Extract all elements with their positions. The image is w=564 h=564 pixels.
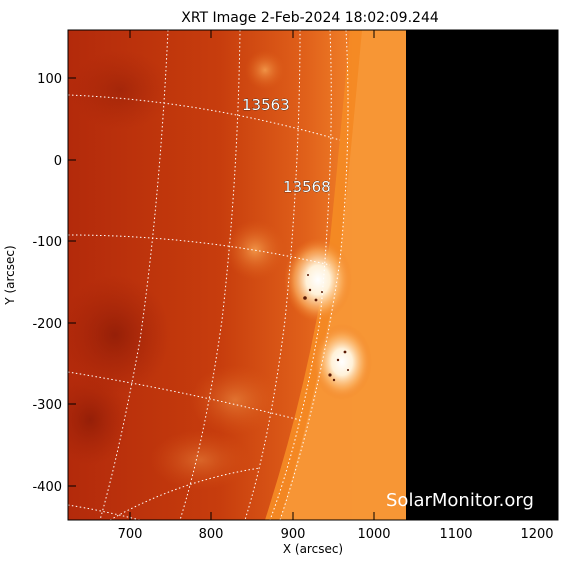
y-tick-label: -300 <box>32 398 62 413</box>
plot-frame <box>67 29 559 521</box>
x-axis-label: X (arcsec) <box>283 542 343 556</box>
x-axis-ticks <box>129 30 538 520</box>
y-tick-label: 0 <box>54 154 62 169</box>
y-tick-label: 100 <box>37 72 62 87</box>
y-tick-label: -100 <box>32 235 62 250</box>
x-tick-label: 1000 <box>357 527 390 542</box>
y-axis-label: Y (arcsec) <box>3 245 17 305</box>
x-tick-label: 800 <box>199 527 224 542</box>
dark-patch <box>68 375 130 465</box>
active-region-label: 13563 <box>242 96 290 114</box>
dark-patch <box>70 50 170 130</box>
active-region-bright-core <box>312 324 372 400</box>
x-tick-label: 1100 <box>439 527 472 542</box>
bright-loop <box>245 50 285 90</box>
y-axis-ticks <box>68 77 558 487</box>
active-region-bright-core <box>284 238 352 322</box>
y-tick-label: -400 <box>32 480 62 495</box>
active-region-label: 13568 <box>283 178 331 196</box>
x-tick-label: 1200 <box>520 527 553 542</box>
bright-loop <box>150 430 250 490</box>
x-tick-label: 700 <box>118 527 143 542</box>
y-tick-label: -200 <box>32 317 62 332</box>
dark-patch <box>68 275 170 395</box>
plot-title: XRT Image 2-Feb-2024 18:02:09.244 <box>181 10 439 26</box>
bright-loop <box>190 365 280 435</box>
sunspot-speckles <box>303 274 349 382</box>
image-area <box>68 30 558 520</box>
bright-loop <box>225 220 285 280</box>
x-tick-label: 900 <box>281 527 306 542</box>
solarmonitor-watermark: SolarMonitor.org <box>386 490 534 511</box>
heliographic-grid <box>68 30 349 520</box>
